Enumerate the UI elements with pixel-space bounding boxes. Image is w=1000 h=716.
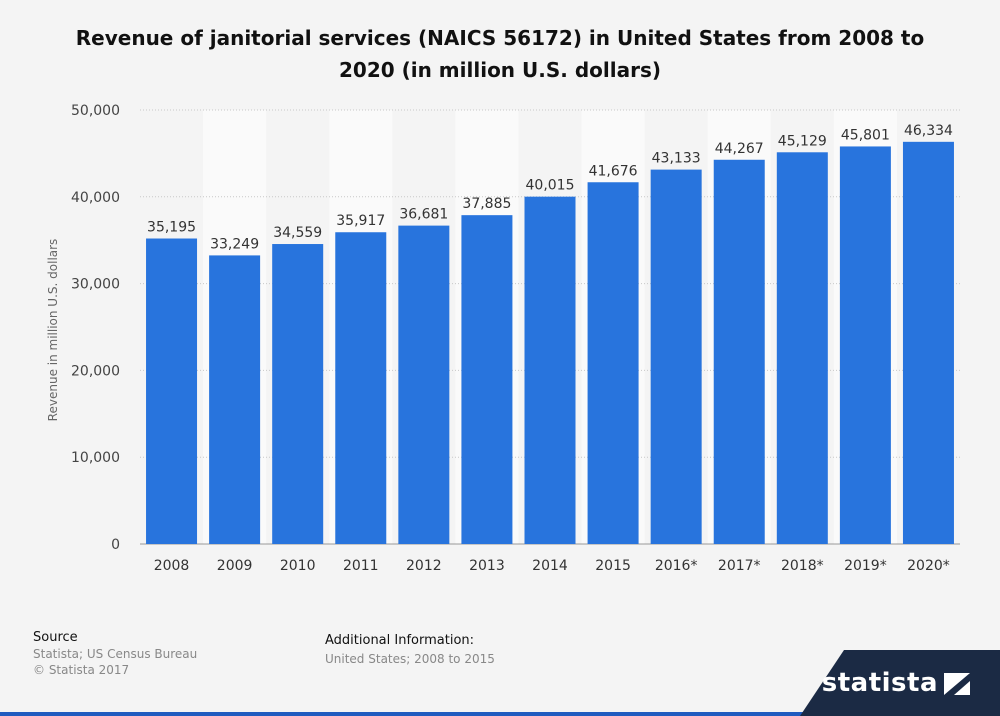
- y-tick-label: 10,000: [71, 450, 120, 466]
- data-label: 44,267: [715, 141, 764, 157]
- x-tick-label: 2019*: [844, 558, 887, 574]
- y-tick-label: 0: [111, 537, 120, 553]
- source-line: Statista; US Census Bureau: [33, 647, 198, 661]
- source-heading: Source: [33, 630, 78, 645]
- data-label: 34,559: [273, 225, 322, 241]
- bar: [524, 196, 576, 544]
- source-block: Source Statista; US Census Bureau © Stat…: [33, 630, 197, 678]
- chart-title: Revenue of janitorial services (NAICS 56…: [75, 26, 925, 82]
- x-tick-label: 2017*: [718, 558, 761, 574]
- bar: [902, 141, 954, 545]
- x-tick-label: 2012: [406, 558, 442, 574]
- x-tick-label: 2016*: [655, 558, 698, 574]
- data-label: 43,133: [652, 151, 701, 167]
- brand-band: [0, 712, 1000, 716]
- x-tick-label: 2011: [343, 558, 379, 574]
- x-tick-label: 2014: [532, 558, 568, 574]
- x-tick-label: 2010: [280, 558, 316, 574]
- data-label: 36,681: [399, 207, 448, 223]
- additional-info-text: United States; 2008 to 2015: [325, 652, 495, 666]
- bar: [272, 244, 324, 544]
- statista-logo-text: statista: [821, 668, 938, 698]
- data-label: 35,917: [336, 213, 385, 229]
- x-tick-label: 2018*: [781, 558, 824, 574]
- bar: [209, 255, 261, 544]
- additional-info-heading: Additional Information:: [325, 633, 475, 648]
- data-label: 33,249: [210, 236, 259, 252]
- bar: [587, 182, 639, 544]
- bar: [776, 152, 828, 544]
- bar: [461, 215, 513, 544]
- x-tick-label: 2015: [595, 558, 631, 574]
- x-tick-label: 2009: [217, 558, 253, 574]
- data-label: 45,129: [778, 133, 827, 149]
- y-tick-label: 50,000: [71, 103, 120, 119]
- bar: [713, 159, 765, 544]
- data-label: 45,801: [841, 127, 890, 143]
- bar: [839, 146, 891, 544]
- y-tick-label: 30,000: [71, 277, 120, 293]
- data-label: 35,195: [147, 220, 196, 236]
- data-label: 40,015: [526, 178, 575, 194]
- bar: [398, 225, 450, 544]
- statista-logo-icon: [944, 673, 970, 695]
- additional-info-block: Additional Information: United States; 2…: [325, 632, 495, 668]
- bar: [650, 169, 702, 544]
- x-tick-label: 2008: [154, 558, 190, 574]
- y-tick-label: 20,000: [71, 363, 120, 379]
- x-tick-label: 2020*: [907, 558, 950, 574]
- x-tick-label: 2013: [469, 558, 505, 574]
- data-label: 46,334: [904, 123, 953, 139]
- y-tick-label: 40,000: [71, 190, 120, 206]
- data-label: 37,885: [462, 196, 511, 212]
- y-axis-label: Revenue in million U.S. dollars: [46, 238, 60, 422]
- data-label: 41,676: [589, 163, 638, 179]
- copyright-line: © Statista 2017: [33, 663, 130, 677]
- bar: [335, 232, 387, 545]
- bar-chart: 35,195 33,249 34,559 35,917 36,681 37,885 40,0…: [71, 103, 960, 574]
- bar: [146, 238, 198, 545]
